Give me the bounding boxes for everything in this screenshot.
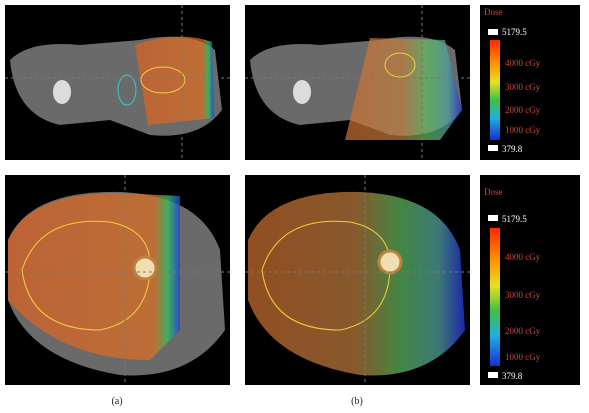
colorbar-label: 1000 cGy [505,352,541,362]
panel-label: (a) [111,396,122,407]
colorbar-title: Dose [484,187,503,197]
colorbar-label: 2000 cGy [505,105,541,115]
panel-a-top [5,5,230,160]
colorbar-label: 1000 cGy [505,125,541,135]
colorbar: Dose 5179.5 4000 cGy 3000 cGy 2000 cGy 1… [480,5,580,160]
panel-b-top [245,5,470,160]
colorbar-max: 5179.5 [502,214,527,224]
colorbar-max: 5179.5 [502,27,527,37]
colorbar-label: 3000 cGy [505,290,541,300]
panel-b-bottom [245,175,470,385]
colorbar: Dose 5179.5 4000 cGy 3000 cGy 2000 cGy 1… [480,175,580,385]
panel-label: (b) [351,396,363,407]
colorbar-label: 4000 cGy [505,58,541,68]
colorbar-label: 2000 cGy [505,326,541,336]
colorbar-min: 379.8 [502,144,523,154]
panel-a-bottom [5,175,230,385]
colorbar-label: 3000 cGy [505,82,541,92]
colorbar-min: 379.8 [502,371,523,381]
colorbar-label: 4000 cGy [505,252,541,262]
colorbar-title: Dose [484,7,503,17]
